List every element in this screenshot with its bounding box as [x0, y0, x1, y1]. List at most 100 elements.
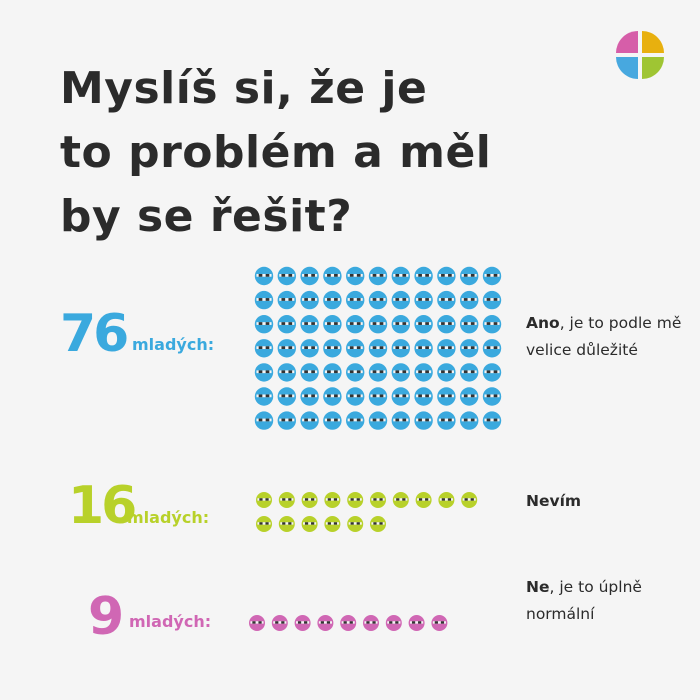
face-icon [254, 315, 274, 334]
face-icon [249, 615, 265, 631]
face-icon [461, 492, 478, 508]
face-icon [324, 492, 341, 508]
face-icon [300, 363, 319, 382]
face-icon [437, 315, 456, 334]
group-count-no: 9 [88, 587, 124, 647]
face-icon [385, 615, 402, 631]
face-icon [323, 266, 342, 286]
face-icon [278, 492, 295, 508]
face-icon [346, 315, 365, 334]
face-icon [482, 411, 502, 430]
face-icon [277, 315, 296, 334]
answer-no-rest: , je to úplně normální [526, 578, 642, 623]
face-icon [460, 266, 479, 286]
face-icon [346, 339, 365, 358]
group-count-yes: 76 [60, 304, 129, 364]
group-unit-unsure: mladých: [127, 508, 210, 527]
face-icon [300, 315, 319, 334]
face-icon [277, 363, 296, 382]
face-icon [414, 411, 433, 430]
face-icon [482, 290, 502, 310]
face-icon [254, 266, 274, 286]
face-icon [301, 492, 318, 508]
face-icon [391, 339, 410, 358]
face-icon [438, 492, 455, 508]
face-icon [482, 339, 502, 358]
face-icon [391, 387, 410, 406]
face-icon [391, 315, 410, 334]
group-count-unsure: 16 [68, 476, 137, 536]
face-icon [256, 492, 272, 508]
answer-yes: Ano, je to podle mě velice důležité [526, 310, 686, 364]
face-icon [346, 363, 365, 382]
face-icon [437, 363, 456, 382]
face-icon [346, 411, 365, 430]
face-icon [482, 387, 502, 406]
face-icon [437, 339, 456, 358]
face-icon [346, 290, 365, 310]
face-icon [277, 387, 296, 406]
face-icon [431, 615, 448, 631]
face-icon [414, 339, 433, 358]
answer-yes-rest: , je to podle mě velice důležité [526, 314, 682, 359]
face-icon [323, 411, 342, 430]
face-icon [437, 411, 456, 430]
brand-logo-icon [616, 31, 664, 79]
face-icon [368, 339, 388, 358]
face-icon [363, 615, 379, 631]
face-icon [460, 363, 479, 382]
face-icon [391, 266, 410, 286]
face-icon [408, 615, 425, 631]
face-icon [294, 615, 311, 631]
face-icon [300, 339, 319, 358]
face-icon [437, 387, 456, 406]
face-icon [277, 266, 296, 286]
face-icon [370, 516, 386, 532]
face-icon [414, 315, 433, 334]
face-icon [323, 290, 342, 310]
face-icon [482, 363, 502, 382]
face-icon [300, 290, 319, 310]
face-icon [254, 411, 274, 430]
group-unit-no: mladých: [129, 612, 212, 631]
face-icon [278, 516, 295, 532]
face-icon [300, 266, 319, 286]
face-icon [323, 387, 342, 406]
face-icon [437, 266, 456, 286]
face-icon [254, 290, 274, 310]
answer-unsure: Nevím [526, 488, 686, 515]
face-icon [460, 290, 479, 310]
face-icon [300, 387, 319, 406]
face-icon [414, 363, 433, 382]
face-icon [460, 387, 479, 406]
face-icon [340, 615, 357, 631]
face-icon [300, 411, 319, 430]
face-icon [368, 315, 388, 334]
face-icon [256, 516, 272, 532]
face-icon [482, 315, 502, 334]
face-icon [368, 387, 388, 406]
face-icon [346, 266, 365, 286]
face-icon [415, 492, 432, 508]
title-line-2: to problém a měl [60, 127, 492, 178]
face-icon [392, 492, 409, 508]
face-icon [277, 339, 296, 358]
page-title: Myslíš si, že je to problém a měl by se … [60, 57, 520, 249]
face-icon [391, 363, 410, 382]
face-icon [414, 266, 433, 286]
face-icon [254, 387, 274, 406]
face-icon [368, 363, 388, 382]
face-icon [414, 290, 433, 310]
answer-no: Ne, je to úplně normální [526, 574, 686, 628]
face-icon [324, 516, 341, 532]
face-icon [414, 387, 433, 406]
face-icon [346, 387, 365, 406]
face-icon [347, 516, 364, 532]
face-icon [391, 290, 410, 310]
title-line-1: Myslíš si, že je [60, 63, 428, 114]
answer-unsure-bold: Nevím [526, 492, 582, 510]
face-icon [317, 615, 334, 631]
face-icon [460, 411, 479, 430]
answer-yes-bold: Ano [526, 314, 560, 332]
face-icon [368, 266, 388, 286]
